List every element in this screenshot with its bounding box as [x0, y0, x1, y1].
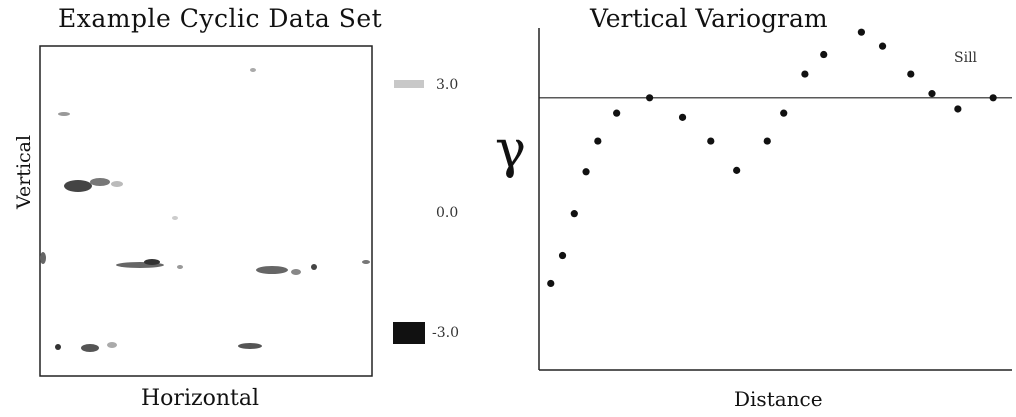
variogram-point [907, 70, 915, 78]
variogram-point [613, 109, 621, 117]
variogram-panel [538, 28, 1012, 371]
speckle [362, 260, 370, 264]
variogram-point [707, 137, 715, 145]
cyclic-data-panel [39, 45, 425, 377]
variogram-point [733, 166, 741, 174]
speckle [55, 344, 61, 350]
speckle [250, 68, 256, 72]
variogram-point [989, 94, 997, 102]
speckle [172, 216, 178, 220]
speckle [107, 342, 117, 348]
variogram-point [594, 137, 602, 145]
variogram-y-axis-label: γ [495, 120, 527, 180]
speckle [291, 269, 301, 275]
variogram-point [820, 50, 828, 59]
variogram-point [878, 42, 887, 50]
variogram-point [857, 28, 865, 36]
variogram-title: Vertical Variogram [590, 4, 828, 33]
speckle [144, 259, 160, 265]
cyclic-data-speckles [40, 68, 370, 352]
scale-swatch-high [394, 80, 424, 88]
speckle [81, 344, 99, 352]
variogram-point [954, 105, 962, 113]
speckle [58, 112, 70, 116]
variogram-x-axis-label: Distance [734, 387, 823, 411]
variogram-point [780, 109, 788, 117]
sill-label: Sill [954, 50, 978, 66]
speckle [311, 264, 317, 270]
variogram-point [928, 90, 936, 98]
scale-swatch-low [393, 322, 425, 344]
cyclic-data-frame [39, 45, 373, 377]
scale-label-high: 3.0 [436, 77, 459, 93]
variogram-point [558, 251, 567, 260]
speckle [64, 180, 92, 192]
variogram-point [582, 168, 590, 176]
speckle [111, 181, 123, 187]
speckle [90, 178, 110, 186]
variogram-point [678, 113, 687, 121]
variogram-point [547, 279, 555, 288]
speckle [238, 343, 262, 349]
left-y-axis-label: Vertical [13, 134, 35, 209]
variogram-point [570, 210, 578, 218]
speckle [177, 265, 183, 269]
speckle [40, 252, 46, 264]
variogram-point [645, 94, 654, 102]
left-chart-title: Example Cyclic Data Set [58, 4, 383, 33]
scale-label-mid: 0.0 [436, 205, 459, 221]
variogram-point [763, 137, 771, 145]
speckle [256, 266, 288, 274]
scale-label-low: -3.0 [432, 325, 459, 341]
variogram-points [547, 28, 997, 288]
variogram-point [801, 70, 809, 78]
left-x-axis-label: Horizontal [141, 386, 259, 411]
